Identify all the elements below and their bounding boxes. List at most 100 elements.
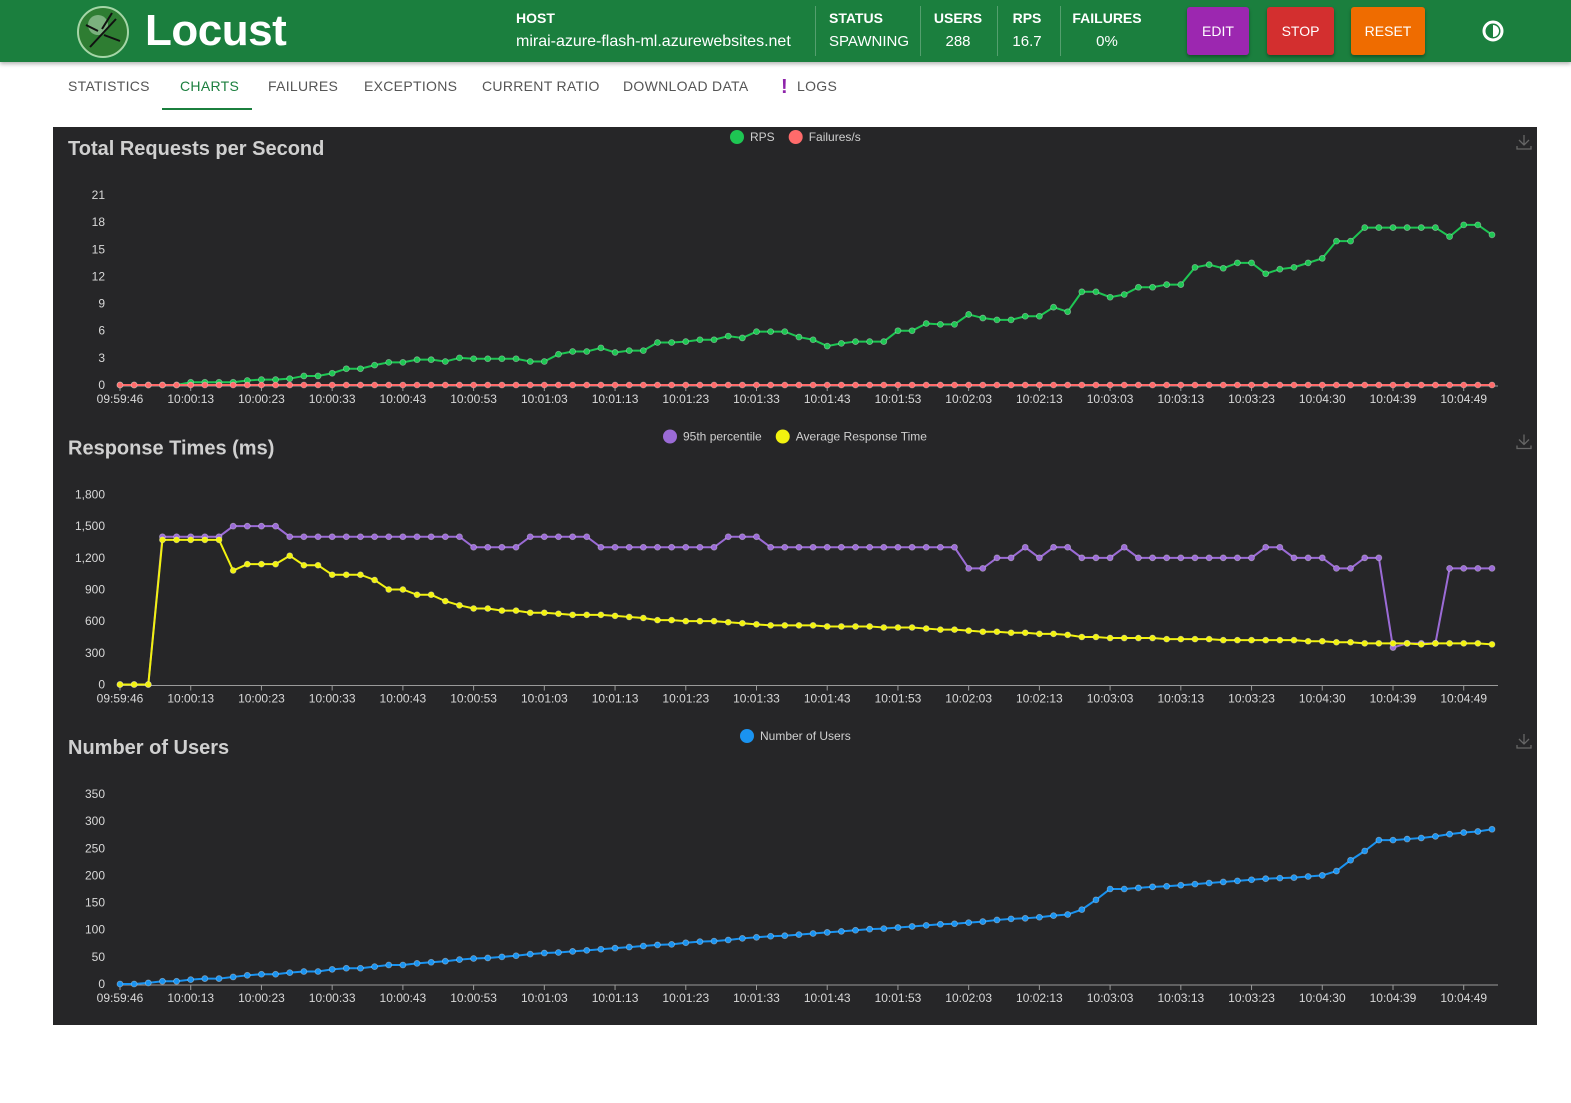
data-point [866,623,874,630]
data-point [993,916,1001,924]
data-point [1106,554,1114,562]
data-point [724,533,732,541]
data-point [130,980,138,988]
x-tick-label: 10:00:43 [380,692,427,706]
data-point [880,338,888,345]
data-point [526,358,534,365]
data-point [258,560,265,568]
data-point [1234,636,1241,644]
data-point [1276,636,1284,644]
data-point [1050,543,1057,551]
data-point [837,927,845,935]
x-tick-label: 10:01:33 [733,392,780,406]
download-icon [1516,135,1532,150]
x-tick-label: 10:00:43 [380,991,427,1005]
data-point [639,614,647,622]
data-point [894,327,902,335]
data-point [470,955,478,962]
data-point [201,975,209,982]
data-point [1007,554,1015,562]
data-point [484,605,492,612]
data-point [243,560,251,568]
data-point [569,381,577,389]
data-point [1474,381,1482,389]
data-point [413,959,421,967]
stat-value: 16.7 [1012,33,1042,50]
data-point [823,342,831,350]
data-point [1007,316,1015,324]
series-line [120,828,1493,985]
data-point [866,381,874,389]
data-point [258,970,265,978]
legend-marker [663,429,677,444]
data-point [1361,554,1369,562]
tab[interactable]: LOGS [797,78,838,94]
data-point [1078,906,1086,914]
tab[interactable]: STATISTICS [68,78,150,94]
data-point [498,355,506,363]
x-tick-label: 10:00:13 [167,692,214,706]
data-point [201,536,209,544]
y-tick-label: 300 [85,646,105,660]
series-line [120,538,1493,686]
reset-button[interactable]: RESET [1351,7,1425,55]
edit-button[interactable]: EDIT [1187,7,1249,55]
data-point [456,354,463,362]
tab[interactable]: CHARTS [180,78,240,94]
theme-toggle[interactable] [1481,19,1505,43]
data-point [1134,381,1142,389]
data-point [724,936,732,944]
tab[interactable]: FAILURES [268,78,339,94]
stop-button[interactable]: STOP [1267,7,1334,55]
data-point [1375,554,1383,562]
tab[interactable]: DOWNLOAD DATA [623,78,749,94]
data-point [470,381,478,389]
data-point [1205,554,1213,562]
x-tick-label: 10:01:13 [592,392,639,406]
data-point [1078,554,1086,562]
data-point [625,943,633,951]
logo [77,6,129,58]
tab[interactable]: EXCEPTIONS [364,78,458,94]
data-point [781,328,789,336]
x-tick-label: 10:00:43 [380,392,427,406]
data-point [625,613,633,621]
x-tick-label: 10:02:13 [1016,692,1063,706]
data-point [767,932,775,940]
data-point [314,533,322,541]
data-point [498,607,506,615]
data-point [1432,832,1439,840]
data-point [569,348,577,355]
data-point [498,953,506,961]
data-point [696,617,704,625]
data-point [328,381,336,389]
data-point [1389,224,1397,231]
data-point [965,627,973,635]
data-point [441,381,449,389]
data-point [1064,631,1072,639]
y-tick-label: 600 [85,614,105,628]
data-point [1446,830,1453,838]
data-point [809,336,817,344]
data-point [611,612,619,620]
data-point [229,567,237,574]
data-point [696,543,704,551]
data-point [1276,381,1284,389]
data-point [753,533,760,541]
data-point [852,543,859,551]
data-point [1191,381,1199,389]
tab[interactable]: CURRENT RATIO [482,78,600,94]
data-point [1347,237,1354,245]
data-point [1375,381,1383,389]
data-point [399,381,407,389]
x-tick-label: 10:01:43 [804,692,851,706]
data-point [1007,915,1015,923]
x-tick-label: 10:00:23 [238,991,285,1005]
data-point [908,381,916,389]
data-point [809,381,817,389]
data-point [1177,635,1185,643]
data-point [1120,381,1128,389]
data-point [639,347,647,355]
legend-marker [740,729,754,743]
data-point [1234,877,1241,885]
